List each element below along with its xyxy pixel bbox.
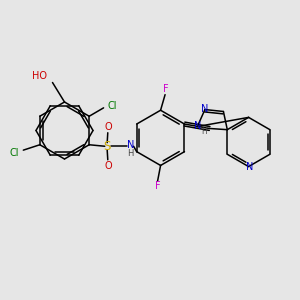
Text: HO: HO: [32, 71, 47, 81]
Text: N: N: [201, 104, 208, 114]
Text: Cl: Cl: [10, 148, 19, 158]
Text: N: N: [246, 162, 254, 172]
Text: S: S: [103, 140, 111, 153]
Text: H: H: [127, 148, 134, 158]
Text: N: N: [194, 121, 202, 131]
Text: N: N: [127, 140, 134, 150]
Text: O: O: [105, 122, 112, 132]
Text: H: H: [201, 128, 207, 136]
Text: Cl: Cl: [108, 101, 117, 111]
Text: O: O: [105, 161, 112, 171]
Text: F: F: [163, 84, 169, 94]
Text: F: F: [155, 182, 161, 191]
